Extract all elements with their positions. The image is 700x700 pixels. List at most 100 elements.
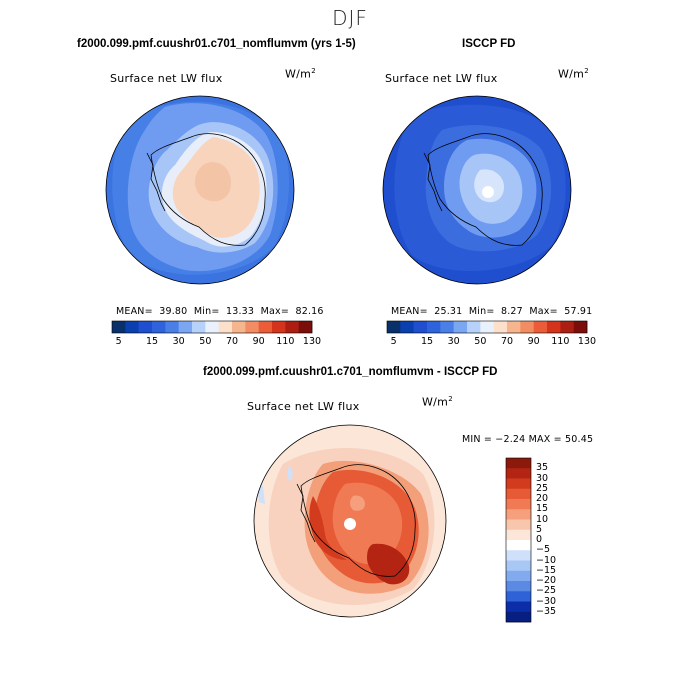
colorbar-tick-label: 70 [500, 336, 514, 347]
colorbar-swatch [506, 581, 531, 592]
colorbar-tick-label: 30 [447, 336, 460, 347]
colorbar-swatch [218, 321, 233, 333]
colorbar-swatch [506, 601, 531, 613]
colorbar-tick-label: 90 [527, 336, 540, 347]
colorbar-swatch [427, 321, 441, 333]
diff-panel-variable: Surface net LW flux [247, 400, 360, 413]
colorbar-swatch [298, 321, 313, 333]
panel-model-colorbar-ticks: 5 15 30 50 70 90 110 130 [112, 336, 321, 350]
colorbar-tick-label: 20 [536, 493, 549, 504]
colorbar-tick-label: −35 [536, 605, 557, 617]
panel-model-map [105, 95, 295, 285]
diff-panel-map [253, 424, 447, 618]
colorbar-swatch [573, 321, 588, 333]
colorbar-tick-label: −5 [536, 544, 551, 556]
colorbar-tick-label: −30 [536, 595, 557, 607]
diff-panel-minmax: MIN = −2.24 MAX = 50.45 [462, 434, 594, 445]
panel-obs-stats: MEAN= 25.31 Min= 8.27 Max= 57.91 [391, 306, 593, 317]
colorbar-swatch [506, 458, 531, 469]
colorbar-border [505, 457, 532, 623]
colorbar-tick-label: −20 [536, 575, 557, 586]
colorbar-swatch [112, 321, 126, 333]
diff-panel-title: f2000.099.pmf.cuushr01.c701_nomflumvm - … [203, 366, 498, 378]
colorbar-swatch [520, 321, 534, 333]
colorbar-swatch [506, 529, 531, 541]
colorbar-swatch [533, 321, 548, 333]
diff-panel-colorbar [505, 457, 532, 623]
panel-obs-variable: Surface net LW flux [385, 72, 498, 85]
colorbar-swatch [205, 321, 219, 333]
diff-panel-units: W/m2 [422, 395, 453, 409]
colorbar-swatch [178, 321, 193, 333]
colorbar-tick-label: 110 [276, 336, 295, 347]
colorbar-tick-label: 130 [577, 336, 597, 347]
colorbar-swatch [506, 560, 531, 572]
colorbar-swatch [480, 321, 494, 333]
colorbar-tick-label: 10 [536, 513, 549, 525]
colorbar-tick-label: 5 [536, 523, 543, 535]
colorbar-tick-label: −15 [536, 564, 557, 576]
colorbar-tick-label: −10 [536, 554, 557, 566]
colorbar-swatch [245, 321, 259, 333]
colorbar-swatch [506, 468, 531, 479]
colorbar-tick-label: 15 [420, 336, 434, 347]
diff-panel-colorbar-labels: 35 30 25 20 15 10 5 0 −5 −10 −15 −20 −25 −30 −35 [536, 458, 576, 622]
colorbar-swatch [138, 321, 153, 333]
colorbar-swatch [506, 611, 531, 623]
colorbar-swatch [272, 321, 286, 333]
colorbar-swatch [506, 591, 531, 602]
colorbar-swatch [506, 570, 531, 582]
colorbar-tick-label: 50 [474, 336, 487, 347]
colorbar-tick-label: 30 [172, 336, 185, 347]
colorbar-swatch [400, 321, 414, 333]
colorbar-swatch [152, 321, 166, 333]
colorbar-tick-label: 5 [115, 336, 122, 347]
colorbar-swatch [507, 321, 521, 333]
panel-model-title: f2000.099.pmf.cuushr01.c701_nomflumvm (y… [77, 38, 356, 50]
colorbar-swatch [453, 321, 468, 333]
colorbar-tick-label: 110 [551, 336, 570, 347]
panel-obs-colorbar-ticks: 5 15 30 50 70 90 110 130 [387, 336, 596, 350]
colorbar-tick-label: 15 [536, 503, 549, 515]
panel-obs-colorbar [386, 320, 588, 334]
colorbar-border [111, 320, 313, 334]
panel-obs-units: W/m2 [558, 67, 589, 81]
colorbar-tick-label: 70 [225, 336, 239, 347]
colorbar-swatch [285, 321, 299, 333]
panel-model-units: W/m2 [285, 67, 316, 81]
colorbar-tick-label: 15 [145, 336, 159, 347]
colorbar-swatch [506, 550, 531, 561]
colorbar-border [386, 320, 588, 334]
colorbar-swatch [192, 321, 206, 333]
colorbar-swatch [506, 488, 531, 500]
colorbar-swatch [165, 321, 179, 333]
colorbar-swatch [506, 499, 531, 510]
colorbar-tick-label: 30 [536, 472, 549, 484]
colorbar-tick-label: 35 [536, 462, 549, 474]
season-title: DJF [332, 6, 368, 30]
colorbar-swatch [560, 321, 574, 333]
colorbar-swatch [413, 321, 428, 333]
colorbar-swatch [506, 478, 531, 490]
panel-obs-title: ISCCP FD [462, 38, 516, 50]
panel-obs-map [382, 95, 572, 285]
panel-model-stats: MEAN= 39.80 Min= 13.33 Max= 82.16 [116, 306, 324, 317]
colorbar-swatch [506, 509, 531, 520]
colorbar-tick-label: −25 [536, 585, 557, 597]
colorbar-swatch [232, 321, 246, 333]
colorbar-tick-label: 130 [302, 336, 322, 347]
colorbar-tick-label: 25 [536, 482, 549, 494]
colorbar-swatch [547, 321, 561, 333]
colorbar-tick-label: 90 [252, 336, 265, 347]
panel-model-colorbar [111, 320, 313, 334]
panel-model-variable: Surface net LW flux [110, 72, 223, 85]
colorbar-tick-label: 5 [390, 336, 397, 347]
colorbar-swatch [506, 519, 531, 531]
colorbar-swatch [387, 321, 401, 333]
colorbar-swatch [493, 321, 508, 333]
colorbar-swatch [506, 540, 531, 551]
colorbar-swatch [440, 321, 454, 333]
colorbar-swatch [467, 321, 481, 333]
colorbar-tick-label: 50 [199, 336, 212, 347]
colorbar-swatch [125, 321, 139, 333]
